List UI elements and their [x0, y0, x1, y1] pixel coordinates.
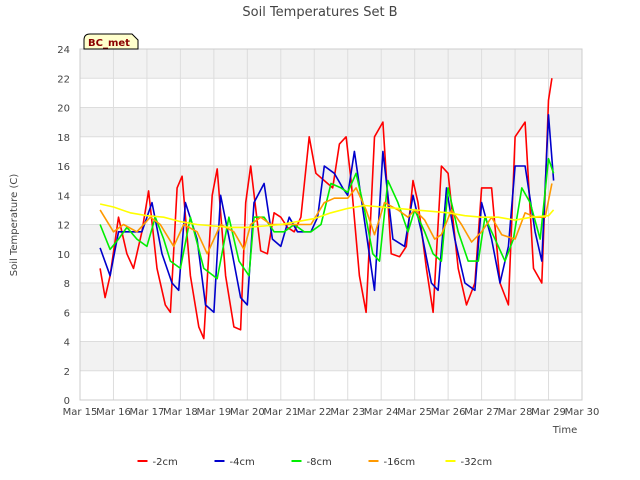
y-tick-label: 10: [57, 250, 70, 261]
legend-label: -2cm: [153, 457, 178, 468]
chart-title: Soil Temperatures Set B: [242, 5, 397, 20]
y-tick-label: 8: [64, 279, 70, 290]
x-axis-title: Time: [552, 425, 577, 436]
x-tick-label: Mar 20: [230, 407, 265, 418]
legend-label: -16cm: [384, 457, 416, 468]
series-line-8cm: [99, 157, 555, 280]
series-line-2cm: [99, 78, 553, 340]
y-tick-label: 0: [64, 396, 70, 407]
station-label-background: [83, 33, 139, 50]
x-tick-label: Mar 29: [531, 407, 566, 418]
legend-label: -8cm: [307, 457, 332, 468]
x-tick-label: Mar 19: [196, 407, 231, 418]
x-tick-label: Mar 15: [63, 407, 98, 418]
y-tick-label: 20: [57, 104, 70, 115]
legend: -2cm -4cm -8cm -16cm -32cm: [137, 457, 493, 468]
station-label-box: BC_met: [83, 33, 139, 50]
series-line-32cm: [99, 203, 555, 229]
legend-label: -32cm: [461, 457, 493, 468]
y-tick-label: 22: [57, 74, 70, 85]
grid-band: [80, 49, 582, 79]
y-tick-label: 18: [57, 133, 70, 144]
y-tick-label: 12: [57, 221, 70, 232]
legend-label: -4cm: [230, 457, 255, 468]
x-tick-label: Mar 16: [96, 407, 131, 418]
y-tick-label: 4: [64, 338, 70, 349]
x-tick-label: Mar 23: [330, 407, 365, 418]
x-tick-label: Mar 26: [431, 407, 466, 418]
y-tick-label: 14: [57, 191, 70, 202]
y-axis-title: Soil Temperature (C): [9, 174, 20, 277]
x-tick-label: Mar 18: [163, 407, 198, 418]
series-line-4cm: [99, 114, 555, 314]
x-tick-label: Mar 24: [364, 407, 399, 418]
y-tick-label: 16: [57, 162, 70, 173]
grid-band: [80, 107, 582, 137]
x-tick-label: Mar 21: [263, 407, 298, 418]
y-tick-label: 6: [64, 308, 70, 319]
y-tick-label: 2: [64, 367, 70, 378]
plot-frame: [79, 48, 583, 401]
station-label: BC_met: [88, 38, 130, 49]
x-tick-label: Mar 17: [130, 407, 165, 418]
x-tick-label: Mar 22: [297, 407, 332, 418]
series-line-16cm: [99, 183, 553, 255]
y-tick-label: 24: [57, 45, 70, 56]
series-lines: [99, 78, 555, 340]
x-tick-label: Mar 30: [565, 407, 600, 418]
x-tick-label: Mar 27: [464, 407, 499, 418]
grid-band: [80, 283, 582, 313]
x-tick-label: Mar 25: [397, 407, 432, 418]
x-tick-label: Mar 28: [498, 407, 533, 418]
grid-band: [80, 341, 582, 371]
